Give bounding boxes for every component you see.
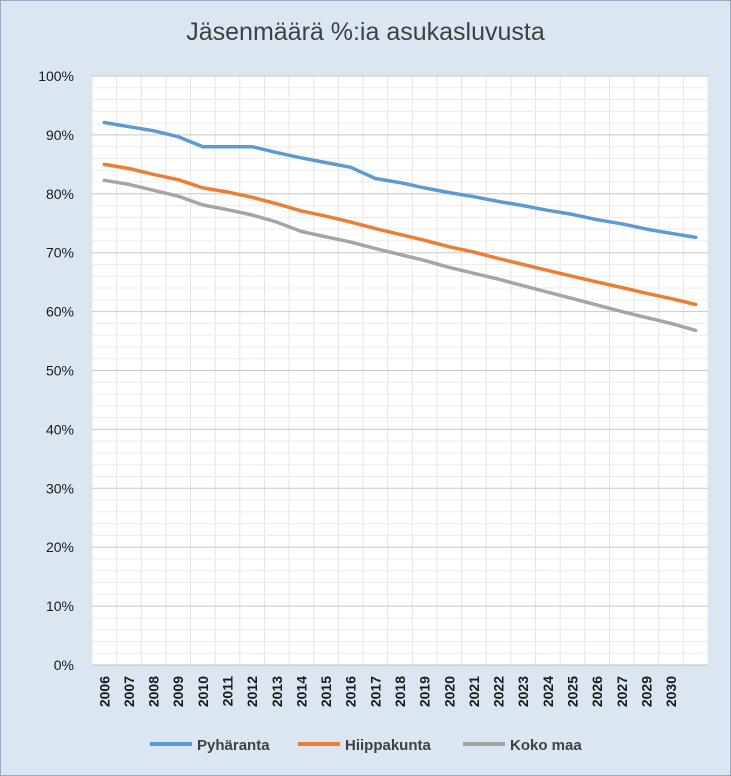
y-tick-label: 60% — [46, 304, 74, 320]
y-tick-label: 70% — [46, 245, 74, 261]
series-line — [102, 120, 698, 240]
series-line — [102, 162, 698, 307]
y-tick-label: 30% — [46, 480, 74, 496]
x-tick-label: 2029 — [638, 676, 654, 707]
legend-label: Pyhäranta — [197, 737, 270, 754]
x-tick-label: 2008 — [146, 676, 162, 707]
x-tick-label: 2014 — [293, 676, 309, 707]
x-tick-label: 2007 — [121, 676, 137, 707]
y-tick-label: 90% — [46, 127, 74, 143]
y-axis-ticks: 0% 10% 20% 30% 40% 50% 60% 70% 80% 90% 100% — [38, 68, 74, 673]
chart-title: Jäsenmäärä %:ia asukasluvusta — [186, 18, 545, 46]
x-tick-label: 2027 — [614, 676, 630, 707]
x-tick-label: 2006 — [96, 676, 112, 707]
x-tick-label: 2019 — [417, 676, 433, 707]
y-tick-label: 40% — [46, 421, 74, 437]
x-tick-label: 2025 — [564, 676, 580, 707]
x-tick-label: 2010 — [195, 676, 211, 707]
legend-label: Koko maa — [510, 737, 582, 754]
y-tick-label: 100% — [38, 68, 74, 84]
y-tick-label: 20% — [46, 539, 74, 555]
x-tick-label: 2026 — [589, 676, 605, 707]
x-tick-label: 2021 — [466, 676, 482, 707]
y-tick-label: 10% — [46, 598, 74, 614]
x-tick-label: 2022 — [491, 676, 507, 707]
x-tick-label: 2030 — [663, 676, 679, 707]
x-axis-ticks: 2006 2007 2008 2009 2010 2011 2012 2013 2014 2015… — [96, 676, 679, 707]
legend: Pyhäranta Hiippakunta Koko maa — [150, 737, 582, 754]
series-lines — [102, 120, 698, 333]
x-tick-label: 2013 — [269, 676, 285, 707]
x-tick-label: 2012 — [244, 676, 260, 707]
y-tick-label: 80% — [46, 186, 74, 202]
x-tick-label: 2015 — [318, 676, 334, 707]
x-tick-label: 2011 — [220, 676, 236, 707]
x-tick-label: 2017 — [367, 676, 383, 707]
x-tick-label: 2020 — [441, 676, 457, 707]
legend-label: Hiippakunta — [345, 737, 431, 754]
x-tick-label: 2016 — [343, 676, 359, 707]
x-tick-label: 2024 — [540, 676, 556, 707]
x-tick-label: 2018 — [392, 676, 408, 707]
series-line — [102, 178, 698, 333]
y-tick-label: 50% — [46, 363, 74, 379]
x-tick-label: 2009 — [170, 676, 186, 707]
major-gridlines — [92, 75, 708, 666]
y-tick-label: 0% — [54, 657, 74, 673]
x-tick-label: 2023 — [515, 676, 531, 707]
